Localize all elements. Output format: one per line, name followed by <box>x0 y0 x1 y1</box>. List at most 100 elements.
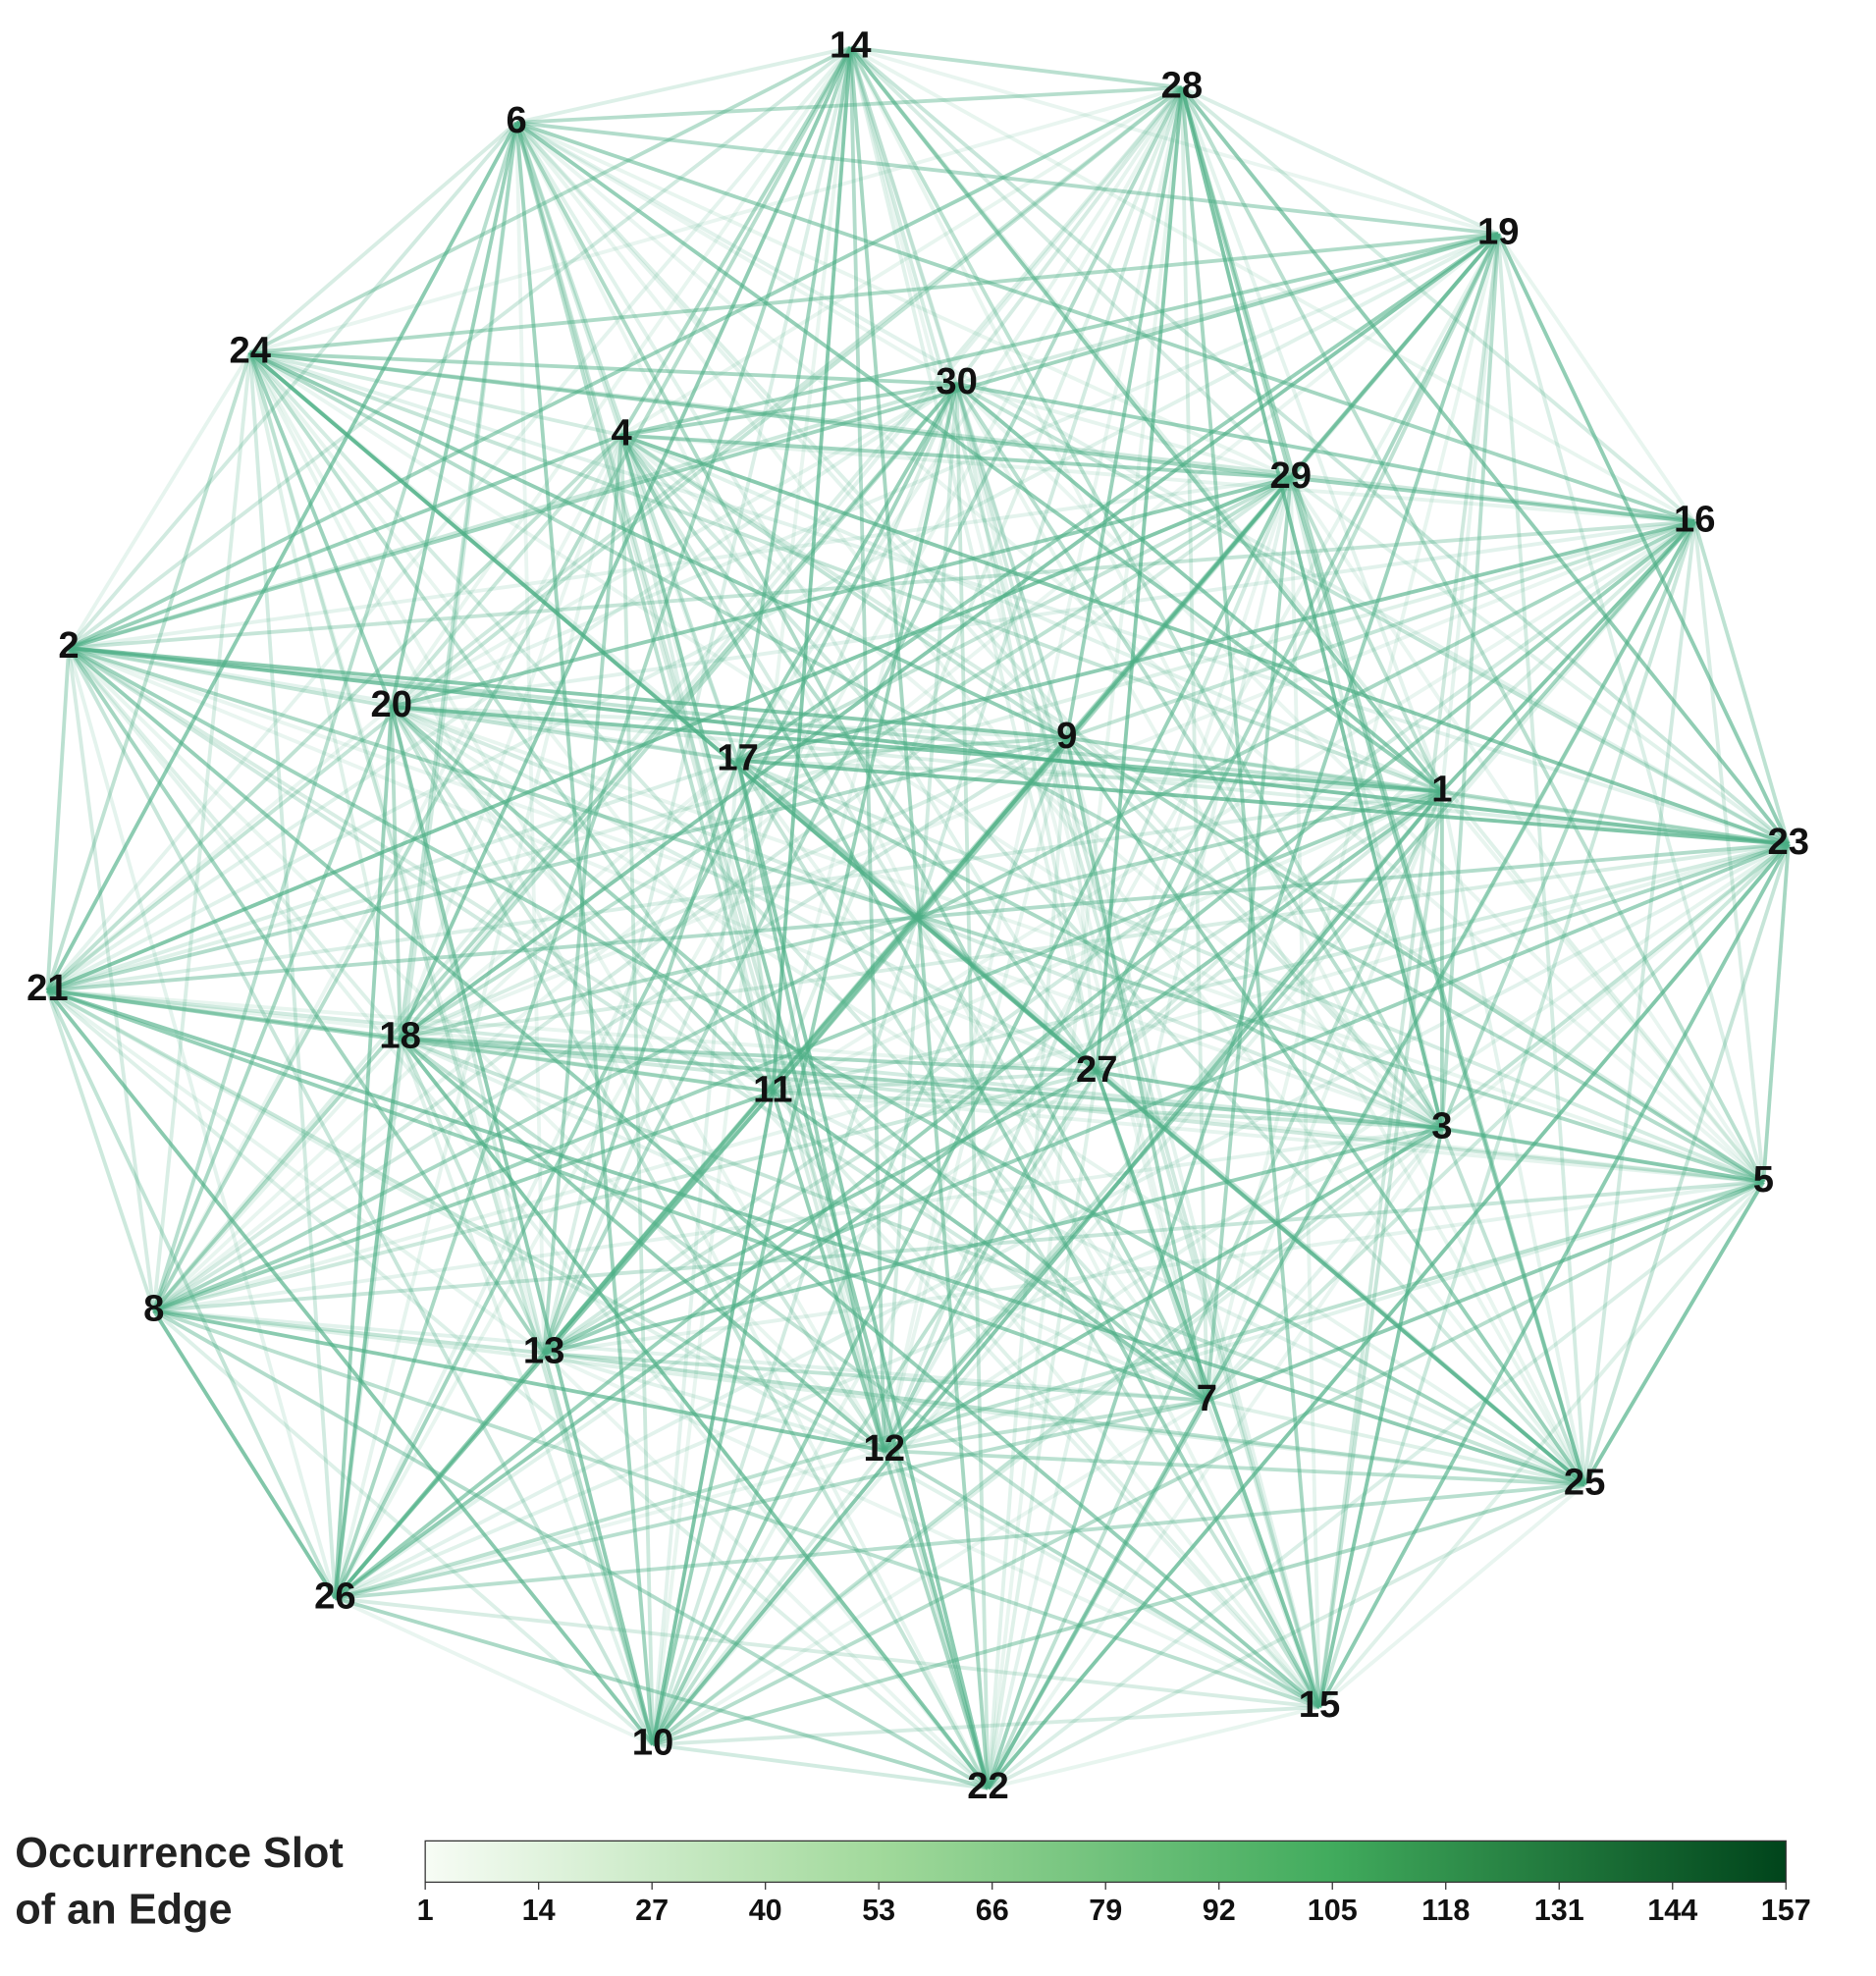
edge <box>46 475 1292 992</box>
edge <box>848 46 1321 1708</box>
edge <box>333 706 394 1599</box>
edge <box>651 1449 886 1746</box>
edge <box>1440 790 1765 1184</box>
edge <box>333 383 959 1600</box>
edge <box>46 988 1321 1709</box>
edge <box>68 475 1292 650</box>
edge <box>68 232 1499 650</box>
edge <box>153 1180 1764 1313</box>
edge <box>400 1036 1443 1131</box>
node-label: 19 <box>1477 210 1520 252</box>
edge <box>46 519 1695 992</box>
tick-label: 131 <box>1534 1894 1584 1927</box>
edge <box>543 1351 1320 1709</box>
edge <box>651 47 853 1745</box>
edge <box>153 1308 885 1453</box>
edge <box>398 1037 546 1355</box>
edge <box>1206 842 1791 1403</box>
edge <box>543 789 1443 1356</box>
edge <box>153 1070 1098 1313</box>
tick-label: 40 <box>749 1894 782 1927</box>
edge <box>391 519 1695 709</box>
edge <box>45 989 156 1311</box>
edge <box>1180 86 1766 1183</box>
edge <box>68 646 1067 740</box>
edge <box>619 435 655 1745</box>
edge <box>987 1482 1586 1790</box>
edge <box>1761 843 1791 1183</box>
node-label: 29 <box>1270 454 1313 497</box>
edge <box>1317 843 1791 1708</box>
edge <box>651 520 1696 1746</box>
edge <box>620 433 1443 794</box>
edge <box>543 1351 885 1453</box>
edge <box>1317 791 1444 1708</box>
edge <box>46 758 739 992</box>
edge <box>248 350 1443 1130</box>
edge <box>735 760 886 1452</box>
edge <box>334 1126 1443 1600</box>
edge <box>68 646 1443 794</box>
node-label: 30 <box>936 360 978 402</box>
edge <box>333 434 624 1599</box>
edge <box>1206 1399 1585 1487</box>
edge <box>1180 86 1791 846</box>
edge <box>391 704 1443 794</box>
tick-label: 92 <box>1203 1894 1236 1927</box>
edge <box>248 121 518 354</box>
edge <box>1441 789 1790 846</box>
edge <box>153 1308 545 1356</box>
tick-label: 105 <box>1308 1894 1358 1927</box>
edge <box>1289 233 1500 479</box>
edge <box>542 233 1500 1355</box>
edge <box>1582 521 1697 1485</box>
edge <box>68 382 958 650</box>
edge <box>848 46 1444 1130</box>
edge <box>67 646 546 1355</box>
edge <box>882 737 1069 1452</box>
edge <box>399 476 1292 1041</box>
node-label: 20 <box>371 683 413 725</box>
colorbar-title: Occurrence Slot <box>15 1830 343 1877</box>
edge <box>68 433 622 650</box>
edge <box>1095 87 1184 1073</box>
node-label: 22 <box>967 1765 1009 1807</box>
edge <box>956 382 1695 524</box>
edge <box>620 433 1765 1184</box>
edge <box>153 842 1790 1313</box>
edge <box>544 1351 1207 1403</box>
node-label: 27 <box>1076 1048 1118 1091</box>
edge <box>621 433 1695 524</box>
edge <box>68 646 738 763</box>
edge <box>249 232 1499 355</box>
edge <box>153 1126 1443 1313</box>
node-label: 1 <box>1431 769 1452 811</box>
node-label: 18 <box>379 1015 421 1057</box>
edge <box>248 351 394 708</box>
edge <box>1066 519 1695 740</box>
edge <box>514 122 776 1093</box>
edge <box>515 120 1499 237</box>
edge <box>772 789 1443 1094</box>
edge <box>542 476 1293 1355</box>
edge <box>1317 1482 1586 1709</box>
edge <box>1205 477 1293 1402</box>
edge <box>737 758 1443 794</box>
edge <box>400 1036 1585 1487</box>
tick-label: 118 <box>1421 1894 1470 1927</box>
edge <box>651 476 1293 1746</box>
edge <box>399 1036 1321 1709</box>
edge <box>390 705 886 1452</box>
edge <box>391 704 1067 740</box>
edge <box>1692 520 1791 845</box>
edge <box>955 86 1184 386</box>
edge <box>390 705 1586 1486</box>
node-label: 21 <box>27 967 69 1009</box>
edge <box>68 646 1790 846</box>
tick-label: 79 <box>1089 1894 1122 1927</box>
edge <box>651 383 959 1745</box>
edge <box>390 382 958 709</box>
edge <box>773 1069 1098 1095</box>
edge <box>333 1352 546 1600</box>
node-label: 2 <box>58 624 79 667</box>
